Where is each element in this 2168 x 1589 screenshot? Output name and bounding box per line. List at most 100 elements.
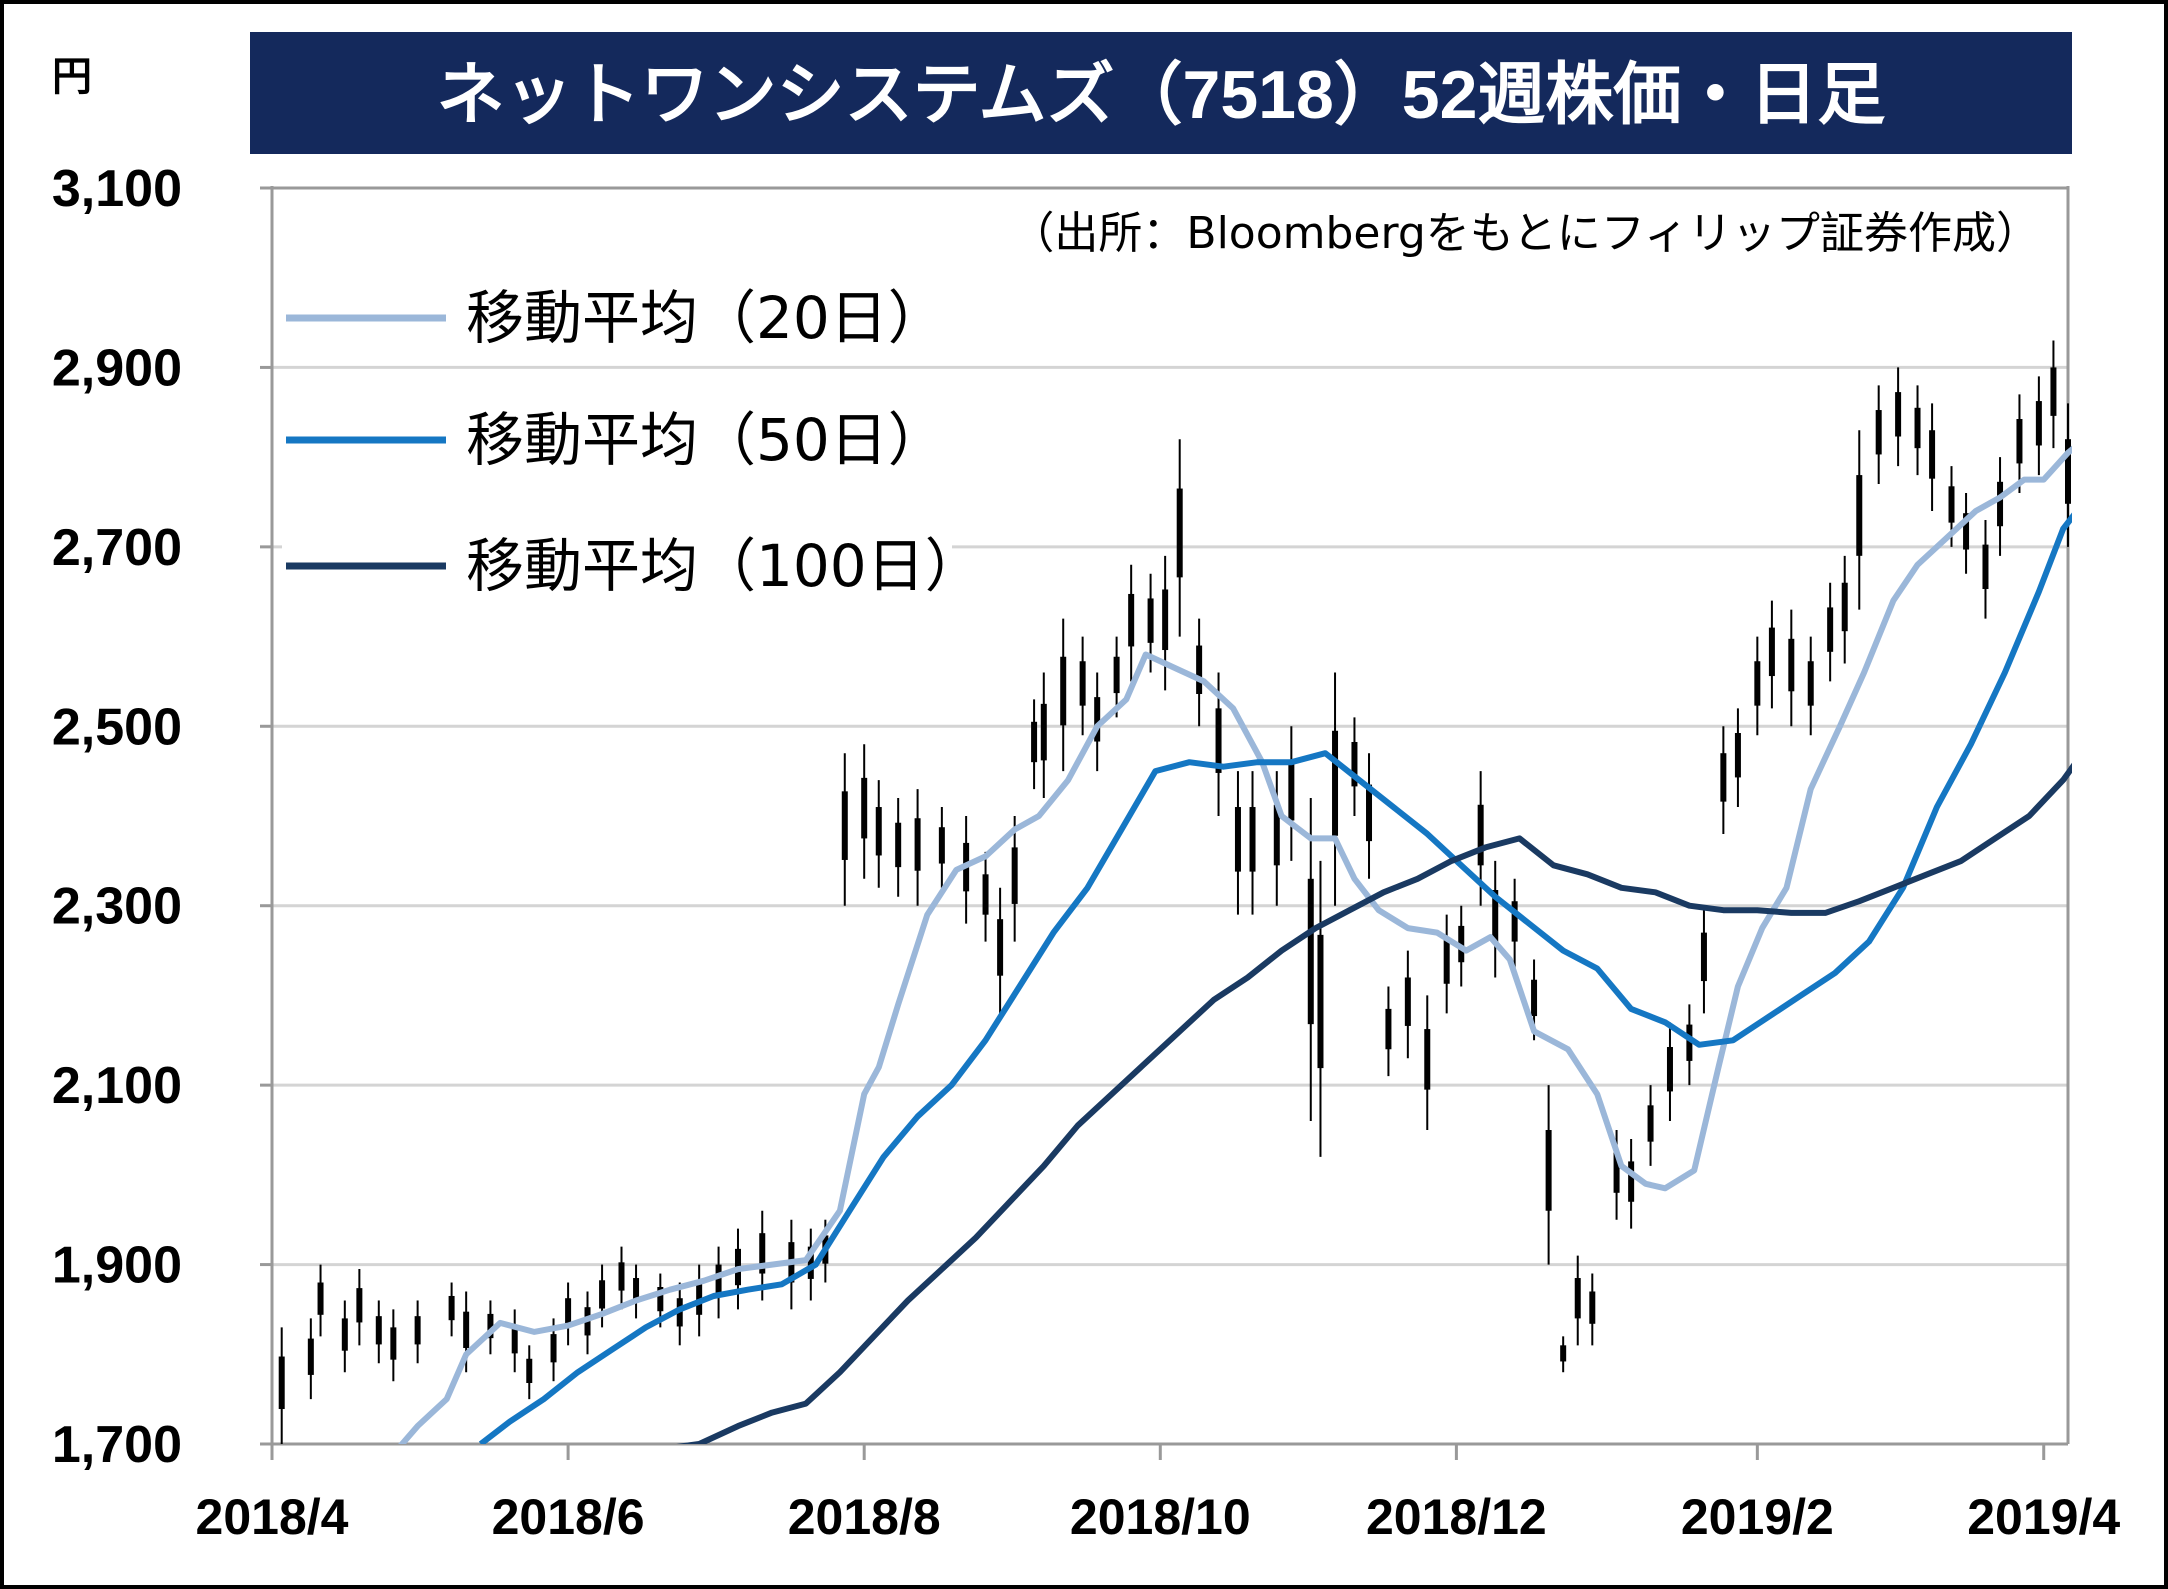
candle-body (1768, 627, 1775, 677)
x-tick-label: 2018/8 (788, 1489, 941, 1545)
candle-body (2035, 401, 2042, 446)
candle-body (1385, 1008, 1392, 1050)
candle-body (1589, 1291, 1596, 1324)
candle-body (1404, 977, 1411, 1026)
y-unit-label: 円 (52, 55, 92, 99)
candle-body (1458, 925, 1465, 963)
y-tick-label: 2,300 (52, 878, 182, 936)
candle-body (448, 1295, 455, 1321)
candle-body (1332, 730, 1339, 836)
candle-body (1492, 890, 1499, 943)
y-tick-labels: 1,700 1,900 2,100 2,300 2,500 2,700 2,900 3,100 (52, 160, 182, 1474)
candle-body (1574, 1278, 1581, 1319)
candle-body (375, 1316, 382, 1345)
ma50-line (478, 512, 2072, 1444)
candle-body (1647, 1105, 1654, 1142)
candle-body (1317, 934, 1324, 1069)
candle-body (1234, 807, 1241, 872)
candle-body (463, 1311, 470, 1349)
legend: 移動平均（20日） 移動平均（50日） 移動平均（100日） (282, 266, 983, 604)
candle-body (511, 1325, 518, 1354)
candle-body (278, 1356, 285, 1410)
x-tick-label: 2018/4 (196, 1489, 349, 1545)
candle-body (1895, 392, 1902, 437)
price-candles (278, 340, 2071, 1444)
candle-body (759, 1233, 766, 1274)
candle-body (1914, 407, 1921, 449)
candle-body (1686, 1024, 1693, 1061)
ma20-line (398, 445, 2072, 1444)
candle-body (526, 1358, 533, 1383)
candle-body (390, 1327, 397, 1360)
y-tick-label: 2,900 (52, 339, 182, 397)
candle-body (1841, 582, 1848, 632)
candle-body (1288, 759, 1295, 821)
candle-body (1443, 939, 1450, 984)
ma100-line (676, 762, 2072, 1444)
candle-body (715, 1264, 722, 1297)
candle-body (1700, 932, 1707, 982)
candle-body (633, 1278, 640, 1303)
candle-body (1628, 1161, 1635, 1202)
candle-body (841, 791, 848, 860)
candle-body (1094, 697, 1101, 742)
candle-body (1215, 708, 1222, 773)
candle-body (1948, 486, 1955, 523)
candle-body (914, 818, 921, 871)
candle-body (1560, 1345, 1567, 1362)
candle-body (317, 1282, 324, 1315)
candle-body (1875, 410, 1882, 455)
legend-bg (282, 388, 952, 478)
candle-body (565, 1298, 572, 1327)
x-tick-label: 2018/10 (1070, 1489, 1251, 1545)
candle-body (1249, 807, 1256, 872)
candle-body (1545, 1130, 1552, 1211)
candle-body (657, 1287, 664, 1312)
y-tick-label: 1,900 (52, 1237, 182, 1295)
candle-body (1666, 1047, 1673, 1092)
candle-body (1734, 733, 1741, 778)
candle-body (341, 1318, 348, 1351)
x-tick-label: 2019/2 (1681, 1489, 1834, 1545)
legend-label: 移動平均（50日） (466, 406, 946, 474)
candle-body (1856, 475, 1863, 556)
candle-body (550, 1334, 557, 1363)
candle-body (1511, 901, 1518, 942)
y-tick-label: 2,500 (52, 698, 182, 756)
candle-body (599, 1280, 606, 1309)
candle-body (1963, 513, 1970, 550)
candle-body (1351, 741, 1358, 787)
candle-body (1040, 703, 1047, 761)
candle-body (1176, 488, 1183, 578)
candle-body (1424, 1029, 1431, 1090)
candle-body (1531, 979, 1538, 1017)
candle-body (1011, 847, 1018, 904)
candle-body (982, 874, 989, 915)
title-banner (250, 32, 2072, 154)
x-tick-label: 2018/12 (1366, 1489, 1547, 1545)
y-tick-label: 2,700 (52, 519, 182, 577)
candle-body (1079, 661, 1086, 706)
x-tick-label: 2019/4 (1967, 1489, 2120, 1545)
candle-body (938, 827, 945, 864)
candle-body (2065, 439, 2071, 504)
y-tick-label: 3,100 (52, 160, 182, 218)
candle-body (1113, 656, 1120, 694)
candle-body (1477, 804, 1484, 866)
candle-body (1827, 607, 1834, 652)
legend-label: 移動平均（100日） (466, 532, 983, 600)
candle-body (487, 1313, 494, 1339)
axes (260, 186, 2070, 1460)
candle-body (1807, 661, 1814, 706)
candle-body (1788, 638, 1795, 692)
candle-body (1307, 878, 1314, 1025)
moving-average-lines (398, 445, 2072, 1444)
candle-body (618, 1262, 625, 1291)
candle-body (1997, 481, 2004, 527)
candle-body (1147, 598, 1154, 643)
candle-body (861, 777, 868, 839)
candle-body (1060, 656, 1067, 726)
candle-body (307, 1338, 314, 1375)
candle-body (2050, 367, 2057, 416)
